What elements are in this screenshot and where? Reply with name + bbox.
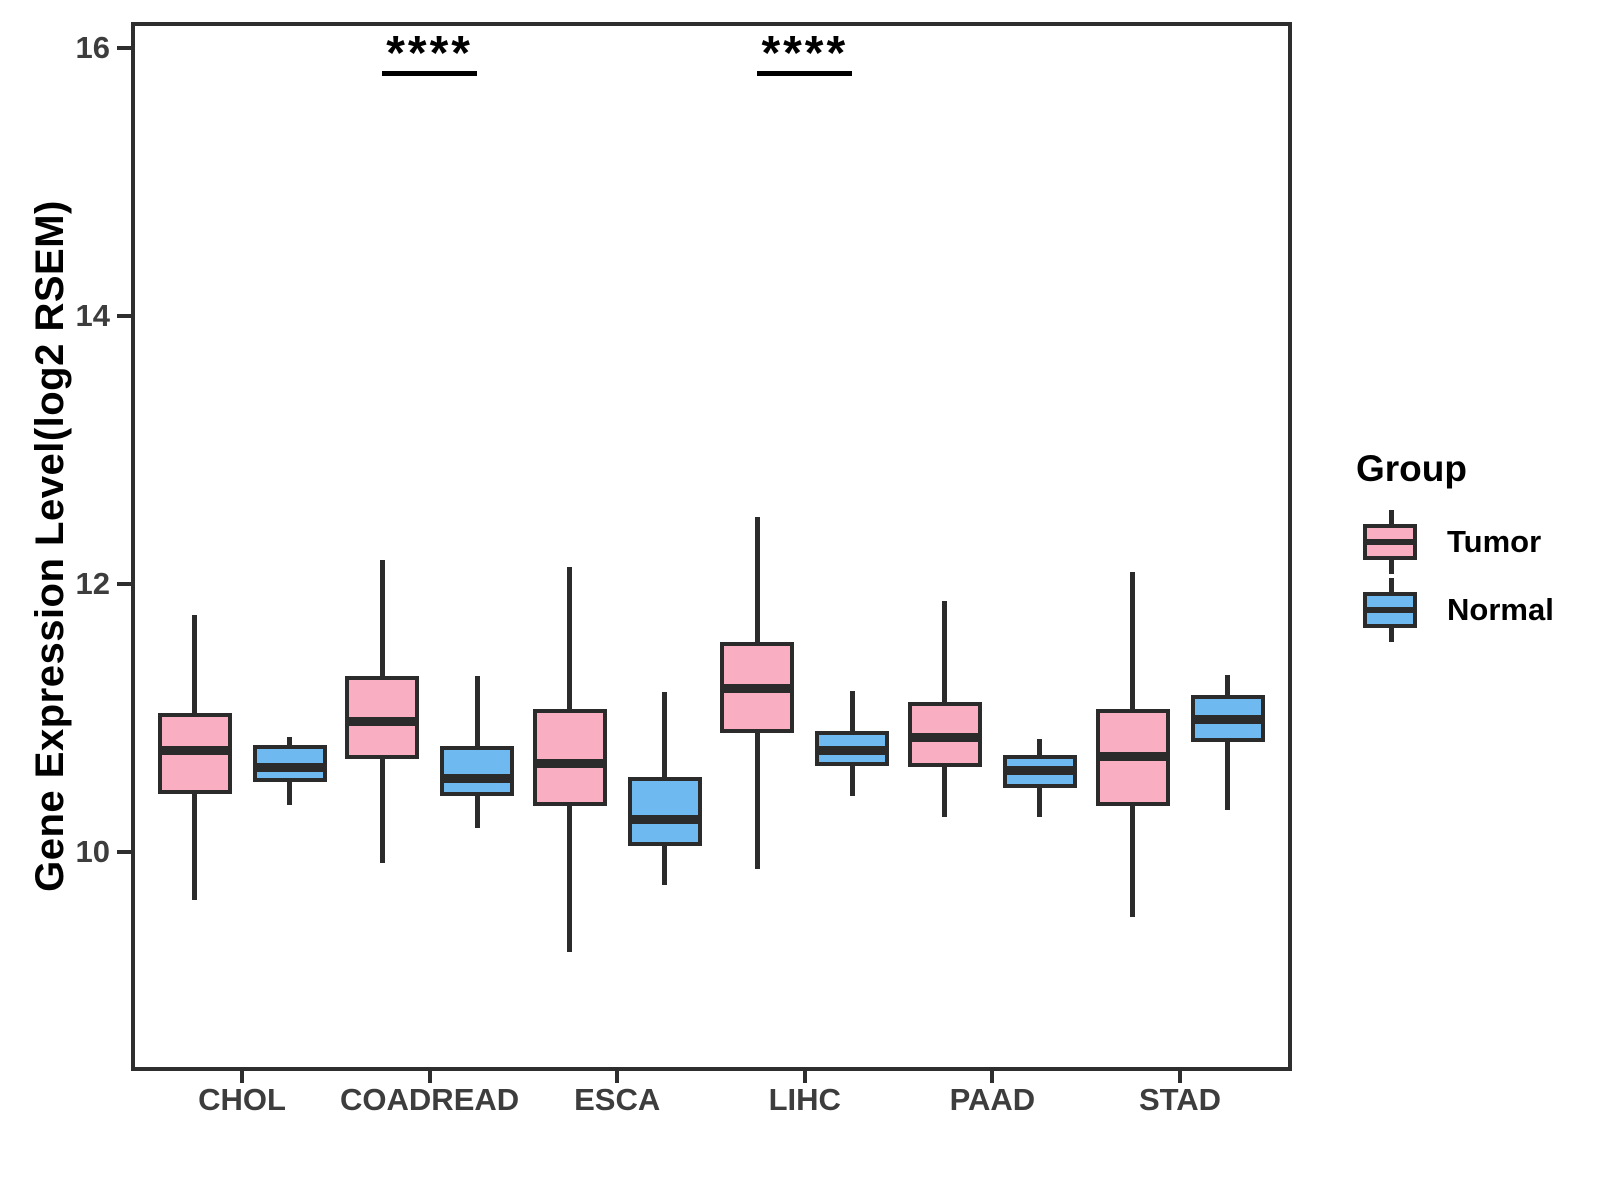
legend-label-normal: Normal bbox=[1447, 592, 1554, 627]
x-tick-mark bbox=[615, 1071, 620, 1083]
whisker-normal-stad bbox=[1225, 675, 1230, 811]
legend-title: Group bbox=[1356, 448, 1467, 489]
median-normal-coadread bbox=[440, 773, 515, 783]
box-normal-esca bbox=[627, 776, 702, 847]
box-normal-coadread bbox=[440, 746, 515, 796]
x-tick-mark bbox=[990, 1071, 995, 1083]
plot-panel-border bbox=[131, 22, 1292, 1071]
significance-line-lihc bbox=[757, 71, 853, 76]
x-tick-label-lihc: LIHC bbox=[768, 1082, 841, 1117]
significance-stars-lihc: **** bbox=[761, 27, 849, 80]
y-axis-title: Gene Expression Level(log2 RSEM) bbox=[28, 200, 72, 892]
y-tick-mark bbox=[117, 314, 131, 319]
y-tick-label: 14 bbox=[75, 298, 110, 334]
median-normal-esca bbox=[627, 815, 702, 825]
median-normal-paad bbox=[1002, 765, 1077, 775]
y-tick-mark bbox=[117, 849, 131, 854]
median-tumor-lihc bbox=[720, 683, 795, 693]
x-tick-label-coadread: COADREAD bbox=[340, 1082, 520, 1117]
x-tick-label-chol: CHOL bbox=[198, 1082, 286, 1117]
y-tick-label: 10 bbox=[75, 833, 110, 869]
median-tumor-coadread bbox=[345, 717, 420, 727]
median-tumor-esca bbox=[532, 758, 607, 768]
x-tick-mark bbox=[427, 1071, 432, 1083]
x-tick-label-stad: STAD bbox=[1138, 1082, 1222, 1117]
median-normal-lihc bbox=[815, 745, 890, 755]
legend-item-normal: Normal bbox=[1363, 578, 1554, 642]
x-tick-mark bbox=[1178, 1071, 1182, 1083]
legend-label-tumor: Tumor bbox=[1447, 524, 1542, 559]
y-tick-mark bbox=[117, 46, 131, 51]
median-tumor-paad bbox=[907, 733, 982, 743]
y-tick-label: 16 bbox=[75, 30, 110, 66]
tumor-boxplot-key-icon bbox=[1363, 510, 1419, 574]
median-normal-stad bbox=[1190, 714, 1265, 724]
significance-stars-coadread: **** bbox=[386, 27, 473, 80]
y-tick-mark bbox=[117, 582, 131, 586]
significance-line-coadread bbox=[382, 71, 478, 76]
median-tumor-chol bbox=[157, 745, 232, 755]
x-tick-mark bbox=[240, 1071, 244, 1083]
median-normal-chol bbox=[252, 762, 327, 772]
x-tick-label-paad: PAAD bbox=[949, 1082, 1036, 1117]
normal-boxplot-key-icon bbox=[1363, 578, 1419, 642]
legend-item-tumor: Tumor bbox=[1363, 510, 1541, 574]
legend: Group bbox=[1356, 448, 1467, 490]
y-tick-label: 12 bbox=[75, 566, 110, 601]
box-tumor-esca bbox=[532, 708, 607, 807]
x-tick-label-esca: ESCA bbox=[574, 1082, 661, 1117]
x-tick-mark bbox=[802, 1071, 807, 1083]
median-tumor-stad bbox=[1095, 752, 1170, 762]
